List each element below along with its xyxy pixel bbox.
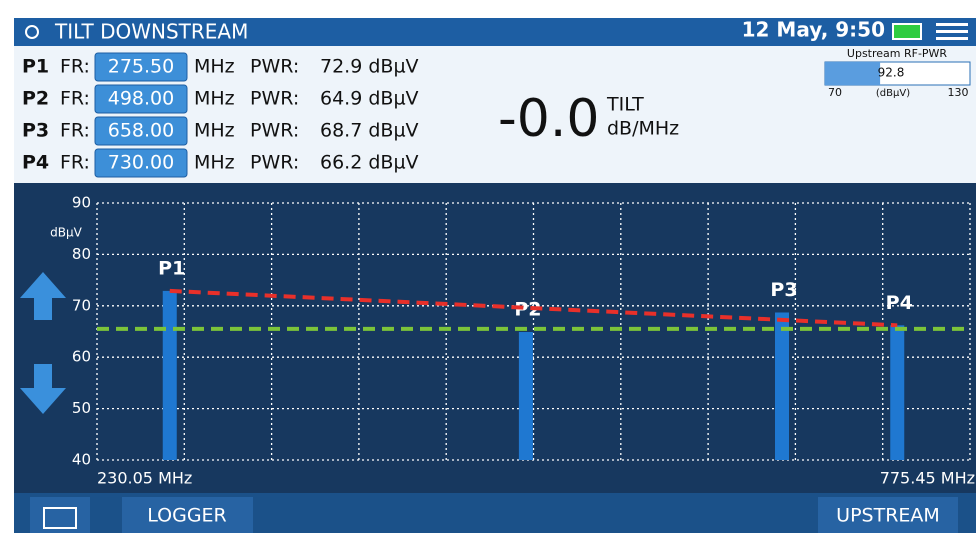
marker-name: P4 (22, 152, 49, 174)
markers: P1 FR: 275.50 MHz PWR: 72.9 dBµV P2 FR: 498.00 MH… (22, 52, 419, 178)
fr-value: 275.50 (108, 56, 174, 78)
gauge: 92.8 70 130 (825, 62, 969, 99)
tilt-line (169, 288, 898, 328)
title: TILT DOWNSTREAM (54, 20, 248, 44)
bar (518, 332, 533, 460)
y-tick-label: 70 (72, 296, 91, 314)
y-tick-label: 80 (72, 245, 91, 263)
pwr-label: PWR: (250, 120, 299, 142)
fr-label: FR: (60, 88, 90, 110)
fr-value: 658.00 (108, 120, 174, 142)
marker-name: P1 (22, 56, 49, 78)
fr-unit: MHz (194, 88, 235, 110)
gauge-value: 92.8 (878, 66, 905, 80)
camera-icon (43, 507, 77, 529)
y-tick-label: 90 (72, 194, 91, 212)
tilt-label: TILT (606, 94, 644, 116)
fr-box[interactable] (94, 52, 188, 82)
title-bar (14, 18, 976, 46)
marker-name: P3 (22, 120, 49, 142)
chart-area (14, 183, 976, 493)
menu[interactable] (936, 23, 968, 40)
pwr-label: PWR: (250, 152, 299, 174)
gauge-max: 130 (948, 86, 969, 99)
pwr-value: 66.2 dBµV (320, 152, 419, 174)
fr-unit: MHz (194, 120, 235, 142)
x-tick-label: 230.05 MHz (97, 469, 192, 488)
fr-box[interactable] (94, 116, 188, 146)
pwr-value: 64.9 dBµV (320, 88, 419, 110)
pwr-value: 72.9 dBµV (320, 56, 419, 78)
tilt-value: -0.0 (498, 89, 599, 149)
fr-label: FR: (60, 56, 90, 78)
x-tick-label: 775.45 MHz (880, 469, 975, 488)
fr-value: 498.00 (108, 88, 174, 110)
y-tick-label: 60 (72, 348, 91, 366)
gauge-unit: (dBµV) (876, 88, 910, 99)
fr-box[interactable] (94, 148, 188, 178)
gauge-fill (825, 62, 881, 85)
y-tick-label: 50 (72, 399, 91, 417)
datetime: 12 May, 9:50 (742, 18, 885, 42)
fr-unit: MHz (194, 56, 235, 78)
pwr-label: PWR: (250, 88, 299, 110)
bar-label: P4 (886, 292, 913, 314)
chart: 40 50 60 70 80 90 dBµV 230.05 MHz 775.45 MHz P1 P2… (50, 194, 975, 488)
fr-unit: MHz (194, 152, 235, 174)
fr-label: FR: (60, 152, 90, 174)
gauge-min: 70 (828, 86, 842, 99)
y-unit: dBµV (50, 226, 82, 240)
bar-label: P1 (158, 257, 185, 279)
upstream-label: UPSTREAM (836, 505, 940, 527)
bar-label: P2 (514, 299, 541, 321)
pwr-value: 68.7 dBµV (320, 120, 419, 142)
bar (775, 312, 790, 460)
bar-label: P3 (770, 279, 797, 301)
logger-label: LOGGER (147, 505, 227, 527)
fr-value: 730.00 (108, 152, 174, 174)
bar (162, 290, 177, 460)
arrow-down[interactable] (20, 364, 66, 414)
upstream-button[interactable] (818, 497, 958, 533)
bar (890, 325, 905, 460)
marker-name: P2 (22, 88, 49, 110)
y-tick-label: 40 (72, 451, 91, 469)
logger-button[interactable] (122, 497, 253, 533)
battery (892, 23, 922, 40)
fr-box[interactable] (94, 84, 188, 114)
pwr-label: PWR: (250, 56, 299, 78)
tilt-unit: dB/MHz (607, 118, 679, 140)
icon (25, 25, 39, 39)
arrow-up[interactable] (20, 272, 66, 320)
gauge-title: Upstream RF-PWR (847, 47, 948, 60)
fr-label: FR: (60, 120, 90, 142)
